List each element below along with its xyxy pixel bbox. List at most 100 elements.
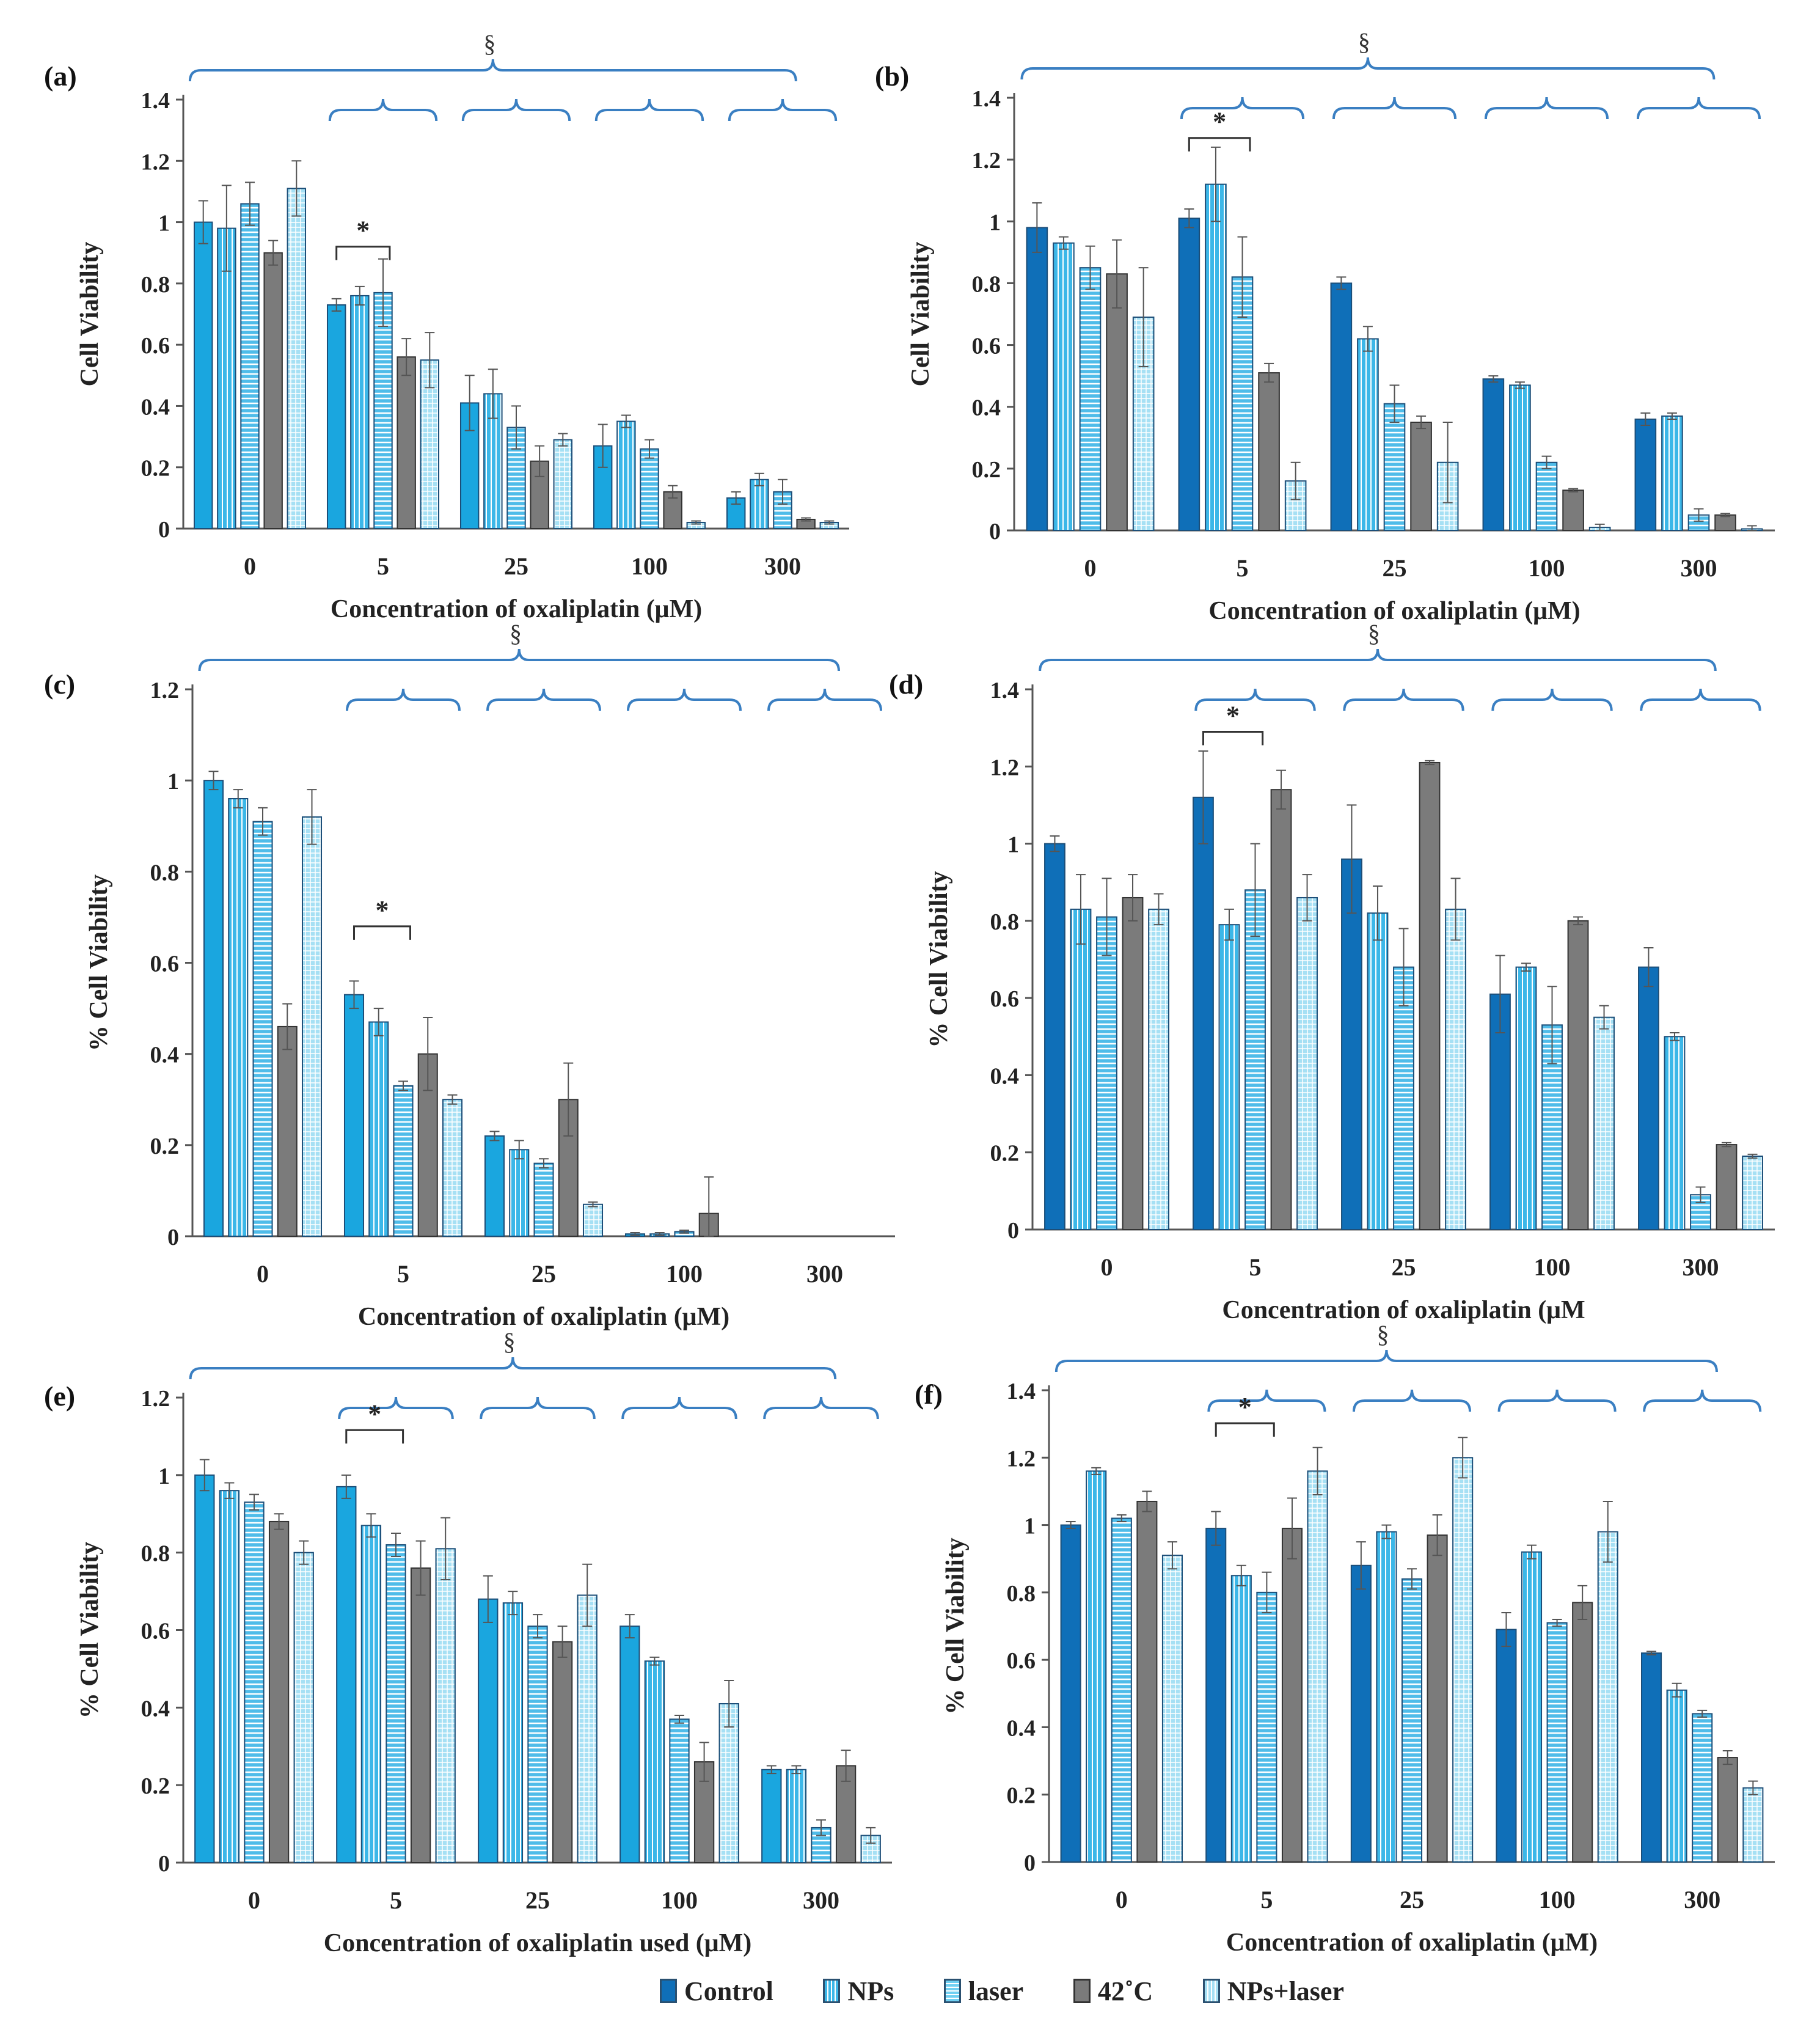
error-bar-a	[401, 338, 412, 376]
bar-b-control-5	[1178, 218, 1201, 531]
star-bracket-b	[1188, 137, 1251, 152]
significance-brace-c-4	[767, 688, 882, 711]
star-bracket-c	[353, 925, 411, 940]
bar-d-laser-0	[1096, 916, 1117, 1230]
error-bar-e	[866, 1827, 876, 1844]
y-tick-label-d: 1.4	[990, 678, 1020, 703]
error-bar-e	[791, 1765, 802, 1775]
bar-f-npslaser-25	[1452, 1457, 1474, 1863]
bar-e-nps-100	[644, 1660, 665, 1864]
bar-f-control-5	[1205, 1528, 1227, 1863]
section-mark-d: §	[1368, 620, 1380, 647]
bar-f-42c-100	[1572, 1602, 1593, 1863]
error-bar-d	[1128, 874, 1138, 922]
error-bar-c	[233, 789, 243, 808]
bar-a-nps-100	[616, 420, 636, 529]
y-tick-label-c: 0	[167, 1225, 179, 1250]
error-bar-d	[1224, 908, 1234, 941]
bar-f-laser-5	[1256, 1591, 1277, 1863]
bar-e-control-300	[761, 1769, 782, 1864]
error-bar-d	[1547, 986, 1557, 1065]
error-bar-f	[1552, 1618, 1562, 1627]
bar-e-42c-300	[835, 1765, 857, 1863]
y-tick-label-e: 0.6	[141, 1619, 170, 1644]
significance-brace-c-3	[627, 688, 742, 711]
x-axis-label-f: Concentration of oxaliplatin (μM)	[1226, 1929, 1598, 1957]
error-bar-e	[649, 1656, 660, 1666]
bar-d-nps-25	[1367, 912, 1389, 1230]
x-tick-label-b: 25	[1383, 554, 1407, 582]
x-tick-label-c: 100	[666, 1260, 703, 1288]
significance-brace-a-4	[728, 98, 838, 122]
error-bar-c	[349, 980, 359, 1010]
error-bar-e	[440, 1517, 451, 1581]
y-tick-label-a: 1	[158, 211, 170, 236]
y-tick-label-b: 0.4	[972, 395, 1001, 421]
error-bar-d	[1722, 1142, 1732, 1148]
bar-b-control-300	[1634, 418, 1657, 532]
significance-brace-main-a	[188, 59, 797, 82]
panel-label-f: (f)	[915, 1379, 943, 1410]
error-bar-c	[489, 1131, 500, 1142]
error-bar-c	[282, 1003, 293, 1050]
bar-f-control-300	[1641, 1652, 1662, 1863]
x-tick-label-e: 0	[248, 1886, 260, 1914]
bar-b-nps-0	[1053, 242, 1075, 531]
error-bar-b	[1112, 239, 1122, 309]
error-bar-c	[258, 807, 268, 836]
y-tick-label-f: 0.6	[1007, 1648, 1036, 1674]
bar-d-42c-300	[1716, 1144, 1738, 1230]
significance-brace-f-1	[1207, 1389, 1326, 1412]
error-bar-b	[1058, 236, 1069, 250]
significance-brace-d-3	[1491, 688, 1613, 711]
error-bar-b	[1694, 508, 1704, 522]
bar-e-npslaser-100	[718, 1703, 739, 1864]
x-tick-label-d: 300	[1683, 1253, 1719, 1281]
section-mark-f: §	[1376, 1321, 1389, 1348]
error-bar-a	[731, 491, 741, 505]
error-bar-f	[1432, 1514, 1442, 1556]
error-bar-c	[398, 1080, 408, 1091]
bar-b-nps-5	[1205, 183, 1227, 532]
bar-f-nps-5	[1230, 1575, 1252, 1863]
bar-d-laser-5	[1244, 889, 1266, 1231]
star-mark-b: *	[1213, 107, 1226, 137]
star-bracket-d	[1202, 730, 1264, 746]
panel-label-b: (b)	[875, 60, 909, 92]
bar-d-laser-100	[1541, 1024, 1563, 1231]
y-tick-label-f: 1.4	[1007, 1379, 1036, 1404]
star-mark-e: *	[368, 1399, 381, 1429]
star-mark-c: *	[376, 895, 389, 925]
y-tick-label-b: 0.2	[972, 457, 1001, 483]
error-bar-b	[1389, 384, 1400, 423]
panel-f: (f) 0 0.2 0.4 0.6 0.8 1 1.2 1.4 % Cell Viability 0…	[915, 1321, 1775, 1957]
bar-c-npslaser-5	[442, 1099, 463, 1237]
error-bar-a	[198, 200, 208, 244]
panel-label-e: (e)	[44, 1380, 75, 1412]
x-tick-label-c: 5	[397, 1260, 409, 1288]
bar-b-laser-5	[1231, 276, 1254, 531]
error-bar-d	[1050, 835, 1060, 852]
error-bar-c	[514, 1140, 524, 1160]
y-axis-label-e: % Cell Viability	[76, 1542, 104, 1718]
y-tick-label-e: 1	[158, 1464, 170, 1489]
significance-brace-main-f	[1054, 1349, 1718, 1373]
bar-e-laser-0	[244, 1501, 265, 1864]
bar-c-42c-0	[277, 1025, 298, 1237]
bar-b-laser-25	[1383, 403, 1406, 532]
bar-a-nps-300	[750, 478, 769, 529]
error-bar-e	[299, 1540, 309, 1565]
error-bar-f	[1697, 1709, 1708, 1718]
error-bar-d	[1495, 955, 1505, 1033]
x-axis-label-c: Concentration of oxaliplatin (μM)	[358, 1303, 729, 1331]
legend-item-nps: NPs	[823, 1976, 894, 2007]
error-bar-f	[1262, 1571, 1272, 1613]
error-bar-b	[1210, 146, 1221, 222]
bar-a-nps-0	[217, 227, 236, 529]
bar-c-control-5	[343, 994, 365, 1237]
star-mark-a: *	[356, 216, 370, 246]
x-tick-label-f: 300	[1684, 1886, 1720, 1913]
error-bar-a	[691, 520, 701, 525]
bar-b-42c-25	[1410, 422, 1432, 531]
bar-b-42c-300	[1714, 514, 1736, 532]
